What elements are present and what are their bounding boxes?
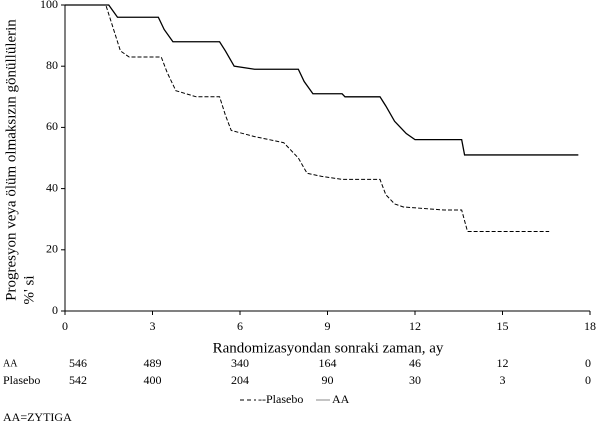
x-tick-label: 3	[150, 319, 156, 333]
risk-count: 0	[585, 356, 591, 370]
risk-count: 400	[144, 373, 162, 387]
risk-count: 3	[500, 373, 506, 387]
risk-count: 546	[69, 356, 87, 370]
y-axis-label: Progresyon veya ölüm olmaksızın gönüllül…	[3, 19, 19, 301]
x-tick-label: 6	[237, 319, 243, 333]
footnote: AA=ZYTIGA	[3, 410, 72, 424]
series-line	[65, 4, 550, 232]
x-tick-label: 0	[62, 319, 68, 333]
risk-count: 204	[231, 373, 249, 387]
risk-count: 90	[322, 373, 334, 387]
risk-count: 0	[585, 373, 591, 387]
x-axis-label: Randomizasyondan sonraki zaman, ay	[213, 340, 444, 356]
y-tick-label: 40	[46, 180, 58, 194]
y-tick-label: 100	[40, 0, 58, 11]
legend-label: --Plasebo	[258, 392, 303, 406]
risk-row-label: AA	[3, 358, 18, 369]
risk-count: 46	[409, 356, 421, 370]
risk-count: 164	[319, 356, 337, 370]
risk-count: 340	[231, 356, 249, 370]
series-line	[65, 4, 579, 156]
legend-label: AA	[332, 392, 350, 406]
risk-row-label: Plasebo	[3, 373, 40, 387]
y-axis-label: %' si	[21, 276, 37, 305]
y-tick-label: 0	[52, 303, 58, 317]
x-tick-label: 12	[409, 319, 421, 333]
y-tick-label: 60	[46, 119, 58, 133]
risk-count: 489	[144, 356, 162, 370]
y-tick-label: 20	[46, 242, 58, 256]
x-tick-label: 9	[325, 319, 331, 333]
risk-count: 30	[409, 373, 421, 387]
risk-count: 542	[69, 373, 87, 387]
x-tick-label: 15	[497, 319, 509, 333]
y-tick-label: 80	[46, 58, 58, 72]
x-tick-label: 18	[584, 319, 596, 333]
risk-count: 12	[497, 356, 509, 370]
